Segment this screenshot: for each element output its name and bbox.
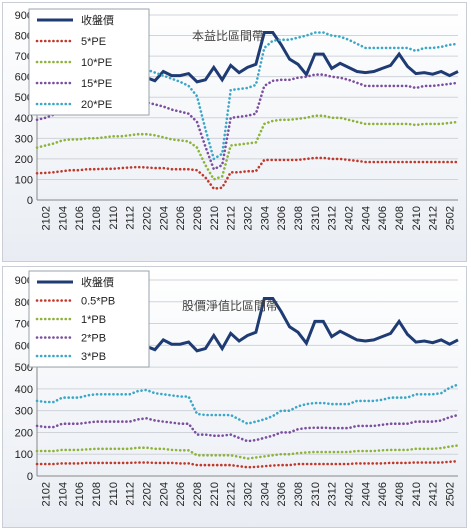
pe-x-tick-label: 2112 bbox=[125, 206, 137, 230]
pe-y-tick-label: 200 bbox=[15, 154, 33, 166]
pe-x-tick-label: 2308 bbox=[293, 206, 305, 230]
pe-band-chart: 0 100 200 300 400 500 600 700 800 900 2102 2104 2106… bbox=[15, 8, 460, 230]
pe-y-tick-label: 800 bbox=[15, 31, 33, 43]
pb-x-tick-label: 2206 bbox=[175, 482, 187, 506]
pb-x-tick-label: 2110 bbox=[108, 482, 120, 506]
pe-x-tick-label: 2208 bbox=[192, 206, 204, 230]
pe-y-tick-label: 400 bbox=[15, 113, 33, 125]
pb-x-tick-label: 2404 bbox=[360, 482, 372, 506]
pe-y-tick-label: 0 bbox=[27, 195, 33, 207]
pb-y-tick-label: 200 bbox=[15, 427, 33, 439]
pe-series-line-2 bbox=[35, 114, 460, 181]
pe-x-tick-label: 2102 bbox=[40, 206, 52, 230]
pb-x-tick-label: 2406 bbox=[377, 482, 389, 506]
pe-y-tick-label: 300 bbox=[15, 133, 33, 145]
pb-legend-label: 收盤價 bbox=[81, 275, 114, 289]
pe-legend-label: 15*PE bbox=[81, 78, 112, 90]
pe-y-tick-label: 700 bbox=[15, 51, 33, 63]
pe-x-tick-label: 2206 bbox=[175, 206, 187, 230]
pb-x-tick-label: 2410 bbox=[411, 482, 423, 506]
pe-x-tick-label: 2104 bbox=[57, 206, 69, 230]
pe-y-tick-label: 600 bbox=[15, 72, 33, 84]
pb-series-line-4 bbox=[35, 383, 460, 426]
pb-y-tick-label: 500 bbox=[15, 362, 33, 374]
pb-x-tick-label: 2408 bbox=[394, 482, 406, 506]
pb-y-tick-label: 800 bbox=[15, 297, 33, 309]
pb-x-tick-label: 2308 bbox=[293, 482, 305, 506]
pe-y-tick-label: 900 bbox=[15, 10, 33, 22]
pb-chart-title: 股價淨值比區間帶 bbox=[182, 298, 278, 313]
pb-series-line-2 bbox=[35, 444, 460, 460]
pe-x-tick-label: 2404 bbox=[360, 206, 372, 230]
pe-x-tick-label: 2304 bbox=[259, 206, 271, 230]
pb-y-tick-label: 0 bbox=[27, 471, 33, 483]
pe-x-tick-label: 2306 bbox=[276, 206, 288, 230]
pe-x-tick-label: 2202 bbox=[141, 206, 153, 230]
pb-legend-label: 2*PB bbox=[81, 333, 106, 345]
pb-x-tick-label: 2210 bbox=[209, 482, 221, 506]
pe-x-tick-label: 2204 bbox=[158, 206, 170, 230]
pe-x-tick-label: 2302 bbox=[243, 206, 255, 230]
pe-x-tick-label: 2408 bbox=[394, 206, 406, 230]
pb-y-tick-label: 400 bbox=[15, 384, 33, 396]
pe-x-tick-label: 2402 bbox=[344, 206, 356, 230]
pe-x-tick-label: 2410 bbox=[411, 206, 423, 230]
pe-chart-title: 本益比區間帶 bbox=[192, 29, 264, 43]
pb-series-line-3 bbox=[35, 413, 460, 443]
pe-x-tick-label: 2412 bbox=[428, 206, 440, 230]
pe-legend-label: 10*PE bbox=[81, 57, 112, 69]
pb-x-tick-label: 2502 bbox=[445, 482, 457, 506]
pb-x-tick-label: 2204 bbox=[158, 482, 170, 506]
pe-x-tick-label: 2210 bbox=[209, 206, 221, 230]
pe-band-chart-panel: 0 100 200 300 400 500 600 700 800 900 2102 2104 2106… bbox=[2, 2, 467, 262]
pe-x-tick-label: 2212 bbox=[226, 206, 238, 230]
pb-x-tick-label: 2310 bbox=[310, 482, 322, 506]
pb-legend-label: 0.5*PB bbox=[81, 296, 115, 308]
pb-x-tick-label: 2104 bbox=[57, 482, 69, 506]
pb-y-tick-label: 300 bbox=[15, 406, 33, 418]
pb-x-tick-label: 2306 bbox=[276, 482, 288, 506]
pe-legend-label: 20*PE bbox=[81, 99, 112, 111]
pb-y-tick-label: 900 bbox=[15, 275, 33, 287]
pb-y-tick-label: 600 bbox=[15, 340, 33, 352]
pb-x-tick-label: 2108 bbox=[91, 482, 103, 506]
pb-x-tick-label: 2412 bbox=[428, 482, 440, 506]
pb-x-tick-label: 2202 bbox=[141, 482, 153, 506]
pb-x-tick-label: 2304 bbox=[259, 482, 271, 506]
pe-x-tick-label: 2312 bbox=[327, 206, 339, 230]
pb-x-tick-label: 2102 bbox=[40, 482, 52, 506]
pb-y-tick-label: 700 bbox=[15, 319, 33, 331]
pb-band-chart-panel: 0 100 200 300 400 500 600 700 800 900 2102 2104 2106… bbox=[2, 266, 467, 528]
pe-x-tick-label: 2110 bbox=[108, 206, 120, 230]
pe-y-tick-label: 500 bbox=[15, 92, 33, 104]
pe-x-tick-label: 2310 bbox=[310, 206, 322, 230]
pb-x-tick-label: 2312 bbox=[327, 482, 339, 506]
pb-x-tick-label: 2112 bbox=[125, 482, 137, 506]
pb-band-chart: 0 100 200 300 400 500 600 700 800 900 2102 2104 2106… bbox=[15, 270, 460, 506]
pb-x-tick-label: 2212 bbox=[226, 482, 238, 506]
pb-x-tick-label: 2106 bbox=[74, 482, 86, 506]
pe-x-tick-label: 2406 bbox=[377, 206, 389, 230]
pb-legend-label: 1*PB bbox=[81, 314, 106, 326]
pe-x-tick-label: 2502 bbox=[445, 206, 457, 230]
pe-x-tick-label: 2108 bbox=[91, 206, 103, 230]
pb-x-tick-label: 2302 bbox=[243, 482, 255, 506]
pb-x-tick-label: 2208 bbox=[192, 482, 204, 506]
pe-x-tick-label: 2106 bbox=[74, 206, 86, 230]
pe-series-line-1 bbox=[35, 156, 460, 191]
pb-y-tick-label: 100 bbox=[15, 449, 33, 461]
pb-series-line-1 bbox=[35, 459, 460, 469]
pb-x-tick-label: 2402 bbox=[344, 482, 356, 506]
pe-y-tick-label: 100 bbox=[15, 174, 33, 186]
pe-legend-label: 5*PE bbox=[81, 36, 106, 48]
pb-legend-label: 3*PB bbox=[81, 351, 106, 363]
pe-legend-label: 收盤價 bbox=[81, 13, 114, 27]
